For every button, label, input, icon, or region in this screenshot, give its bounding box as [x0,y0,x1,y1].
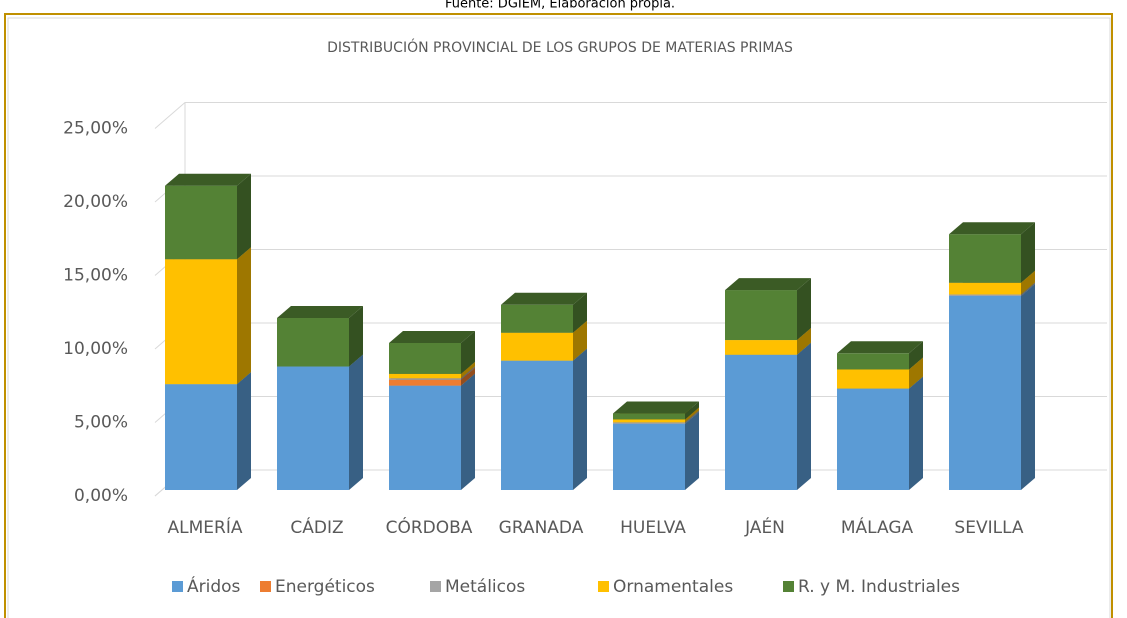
page-border [4,13,1113,618]
bar-segment [613,423,685,490]
bar-segment [389,343,461,374]
bar-side [685,401,699,420]
bar-side [573,292,587,333]
bar-segment [165,185,237,260]
bar-side [461,367,475,386]
bar-side [1021,283,1035,490]
bar-segment [613,422,685,424]
legend-swatch [260,581,271,592]
bar-side [461,361,475,379]
x-tick-label: HUELVA [620,518,686,538]
x-tick-label: SEVILLA [954,518,1024,538]
bar-segment [949,282,1021,295]
legend-label: R. y M. Industriales [798,577,960,597]
legend-swatch [430,581,441,592]
source-note: Fuente: DGIEM, Elaboración propia. [445,0,675,12]
bar-segment [165,259,237,385]
legend-swatch [783,581,794,592]
bar-side [461,373,475,490]
bar-top [837,341,923,354]
x-tick-label: GRANADA [499,518,584,538]
bar-side [237,173,251,260]
bar-top [725,278,811,291]
legend-label: Áridos [187,575,241,597]
bar-segment [277,318,349,367]
bar-top [277,306,363,319]
bar-segment [165,384,237,490]
bar-top [501,292,587,305]
bar-segment [389,378,461,380]
bar-segment [837,388,909,490]
bar-segment [389,379,461,386]
bar-top [389,331,475,343]
x-tick-label: CÁDIZ [290,516,343,538]
bar-segment [501,304,573,333]
bar-segment [725,290,797,341]
bar-side [349,306,363,367]
legend-label: Energéticos [275,577,375,597]
legend-swatch [172,581,183,592]
legend-label: Ornamentales [613,577,733,597]
grid-line [154,102,1107,129]
bar-side [685,411,699,490]
chart-title: DISTRIBUCIÓN PROVINCIAL DE LOS GRUPOS DE… [327,38,793,56]
bar-segment [725,354,797,490]
bar-side [909,376,923,490]
bar-side [685,410,699,424]
bar-top [949,222,1035,235]
legend-label: Metálicos [445,577,525,597]
x-tick-label: JAÉN [744,516,785,538]
bar-segment [837,369,909,389]
y-tick-label: 20,00% [63,192,128,212]
y-tick-label: 15,00% [63,266,128,286]
bar-segment [613,413,685,420]
bar-side [909,341,923,370]
bar-side [797,278,811,341]
bar-segment [389,373,461,379]
bar-segment [949,234,1021,283]
x-tick-label: CÓRDOBA [386,516,473,538]
x-tick-label: ALMERÍA [168,516,243,538]
bar-segment [949,294,1021,296]
legend-swatch [598,581,609,592]
bar-segment [613,419,685,423]
y-tick-label: 5,00% [74,413,128,433]
bar-segment [501,332,573,361]
bar-side [237,247,251,385]
y-tick-label: 0,00% [74,486,128,506]
y-tick-label: 25,00% [63,119,128,139]
bar-segment [949,295,1021,490]
bar-side [909,357,923,389]
bar-top [613,401,699,414]
bar-side [797,342,811,490]
bar-segment [837,353,909,370]
bar-side [349,354,363,490]
bar-side [461,366,475,380]
bar-side [1021,222,1035,283]
bar-side [1021,270,1035,295]
bar-segment [277,366,349,490]
bar-side [797,328,811,355]
bar-side [1021,282,1035,296]
bar-segment [501,360,573,490]
bar-side [461,331,475,374]
y-tick-label: 10,00% [63,339,128,359]
bar-side [237,372,251,490]
bar-top [165,173,251,186]
bar-segment [389,385,461,490]
bar-segment [725,340,797,355]
bar-side [573,320,587,361]
x-tick-label: MÁLAGA [841,516,914,538]
bar-side [685,407,699,423]
bar-side [573,348,587,490]
